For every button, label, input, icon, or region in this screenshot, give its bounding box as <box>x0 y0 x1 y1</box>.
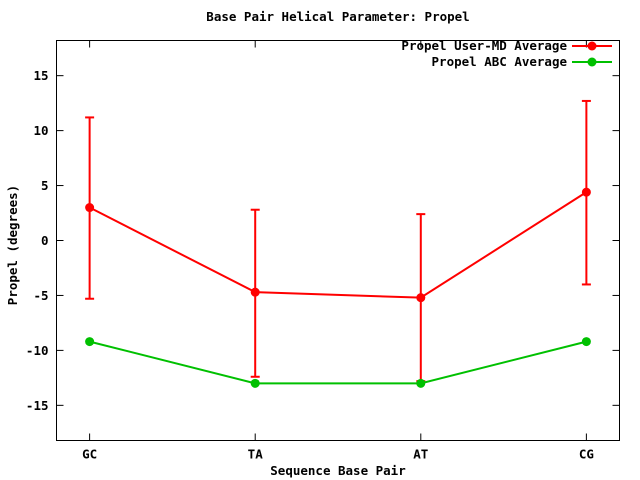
series-line <box>89 340 587 385</box>
series-line <box>89 191 587 299</box>
data-point-marker <box>416 378 426 388</box>
data-point-marker <box>250 287 260 297</box>
y-tick-label: -10 <box>26 343 49 358</box>
legend-marker-icon <box>587 41 597 51</box>
plot-area: 15 10 5 0 -5 -10 -15 GC TA AT CG <box>26 40 620 462</box>
y-tick-label: 15 <box>33 68 48 83</box>
plot-border <box>56 40 620 441</box>
y-tick-label: 10 <box>33 123 48 138</box>
y-tick-label: 5 <box>41 178 49 193</box>
legend: Propel User-MD Average Propel ABC Averag… <box>401 38 612 69</box>
x-tick-label: GC <box>82 447 97 462</box>
data-point-marker <box>416 293 426 303</box>
data-point-marker <box>581 337 591 347</box>
x-tick-label: AT <box>413 447 428 462</box>
data-point-marker <box>85 337 95 347</box>
x-tick-label: TA <box>248 447 264 462</box>
y-tick-label: 0 <box>41 233 49 248</box>
legend-label: Propel User-MD Average <box>401 38 567 53</box>
data-point-marker <box>581 187 591 197</box>
legend-marker-icon <box>587 57 597 67</box>
y-tick-label: -5 <box>33 288 48 303</box>
y-tick-label: -15 <box>26 398 49 413</box>
data-point-marker <box>85 203 95 213</box>
x-tick-label: CG <box>579 447 594 462</box>
legend-entry: Propel ABC Average <box>432 54 612 69</box>
x-axis-label: Sequence Base Pair <box>270 463 406 478</box>
y-axis-label: Propel (degrees) <box>5 185 20 305</box>
legend-entry: Propel User-MD Average <box>401 38 612 53</box>
legend-label: Propel ABC Average <box>432 54 568 69</box>
chart-title: Base Pair Helical Parameter: Propel <box>206 9 469 24</box>
data-point-marker <box>250 378 260 388</box>
